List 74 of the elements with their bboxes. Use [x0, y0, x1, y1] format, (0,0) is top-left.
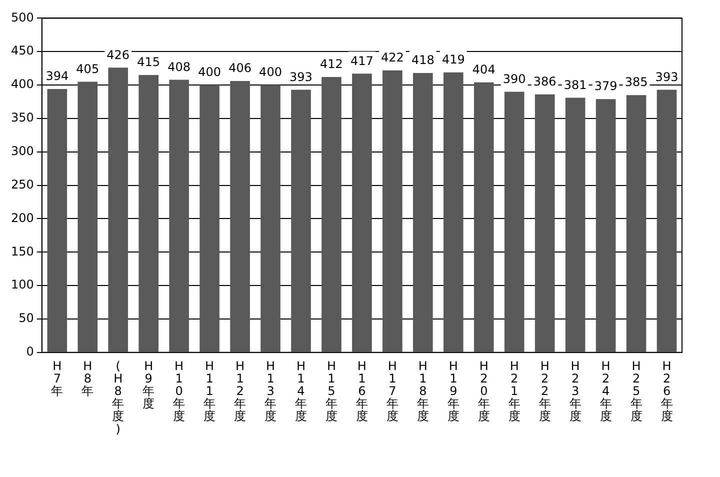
bar: [443, 72, 464, 352]
bar: [108, 68, 128, 352]
data-label: 400: [198, 65, 221, 80]
data-label: 385: [624, 75, 648, 90]
y-tick-label: 150: [11, 244, 34, 258]
bar: [230, 81, 250, 352]
x-tick-label: H23年度: [569, 358, 582, 424]
data-label: 379: [594, 79, 618, 94]
x-tick-label: H10年度: [173, 358, 186, 424]
bar: [169, 80, 189, 352]
bar: [626, 95, 646, 352]
x-tick-label: H13年度: [264, 358, 277, 424]
data-label: 419: [442, 52, 465, 66]
bar: [382, 70, 402, 352]
y-tick-label: 250: [11, 177, 34, 192]
bar: [565, 98, 586, 352]
y-tick-label: 50: [18, 311, 34, 326]
x-tick-label: H9年度: [142, 358, 155, 411]
x-tick-label: H22年度: [538, 358, 551, 424]
bar: [260, 85, 280, 352]
x-tick-label: H7年: [51, 358, 64, 398]
bar: [656, 90, 677, 352]
data-label: 405: [76, 62, 100, 76]
data-label: 390: [502, 72, 526, 86]
x-tick-label: H12年度: [234, 358, 246, 424]
data-label: 408: [168, 60, 191, 74]
data-label: 426: [106, 48, 130, 62]
bar: [413, 73, 433, 352]
y-tick-label: 450: [11, 44, 34, 58]
y-tick-label: 100: [11, 278, 34, 292]
data-label: 417: [350, 54, 374, 68]
bar: [534, 94, 555, 352]
x-tick-label: H19年度: [447, 358, 460, 424]
x-tick-label: H24年度: [600, 358, 612, 424]
x-tick-label: H16年度: [356, 358, 368, 424]
data-label: 406: [228, 61, 252, 76]
bar: [322, 77, 342, 352]
y-tick-label: 500: [11, 10, 34, 24]
y-tick-label: 350: [11, 110, 34, 125]
data-label: 393: [655, 70, 678, 84]
bar: [291, 90, 311, 352]
data-label: 412: [320, 57, 343, 72]
data-label: 418: [411, 53, 434, 68]
data-label: 381: [564, 78, 587, 92]
bar: [474, 82, 494, 352]
data-label: 400: [259, 65, 282, 80]
x-tick-label: H26年度: [660, 358, 673, 424]
x-tick-label: H25年度: [630, 358, 642, 424]
x-tick-label: H11年度: [204, 358, 216, 424]
bar: [47, 89, 68, 352]
x-tick-label: H14年度: [294, 358, 307, 424]
bar: [352, 74, 372, 352]
x-tick-label: H15年度: [325, 358, 338, 424]
data-label: 415: [137, 55, 160, 70]
data-label: 422: [380, 50, 404, 64]
x-tick-label: H8年: [82, 358, 94, 398]
data-label: 386: [533, 74, 556, 89]
y-tick-label: 200: [11, 210, 34, 225]
bar: [504, 92, 524, 352]
data-label: 394: [46, 69, 69, 84]
x-tick-label: H20年度: [478, 358, 490, 424]
y-tick-label: 0: [26, 344, 34, 359]
x-tick-label: H17年度: [386, 358, 398, 424]
bar: [138, 75, 158, 352]
y-tick-label: 400: [11, 77, 34, 92]
y-tick-label: 300: [11, 144, 34, 158]
x-tick-label: H21年度: [508, 358, 520, 424]
bar: [200, 85, 220, 352]
bar: [596, 99, 616, 352]
x-tick-label: (H8年度): [112, 358, 124, 436]
data-label: 404: [472, 62, 496, 76]
data-label: 393: [290, 70, 312, 84]
bar: [78, 82, 98, 352]
x-tick-label: H18年度: [416, 358, 429, 424]
